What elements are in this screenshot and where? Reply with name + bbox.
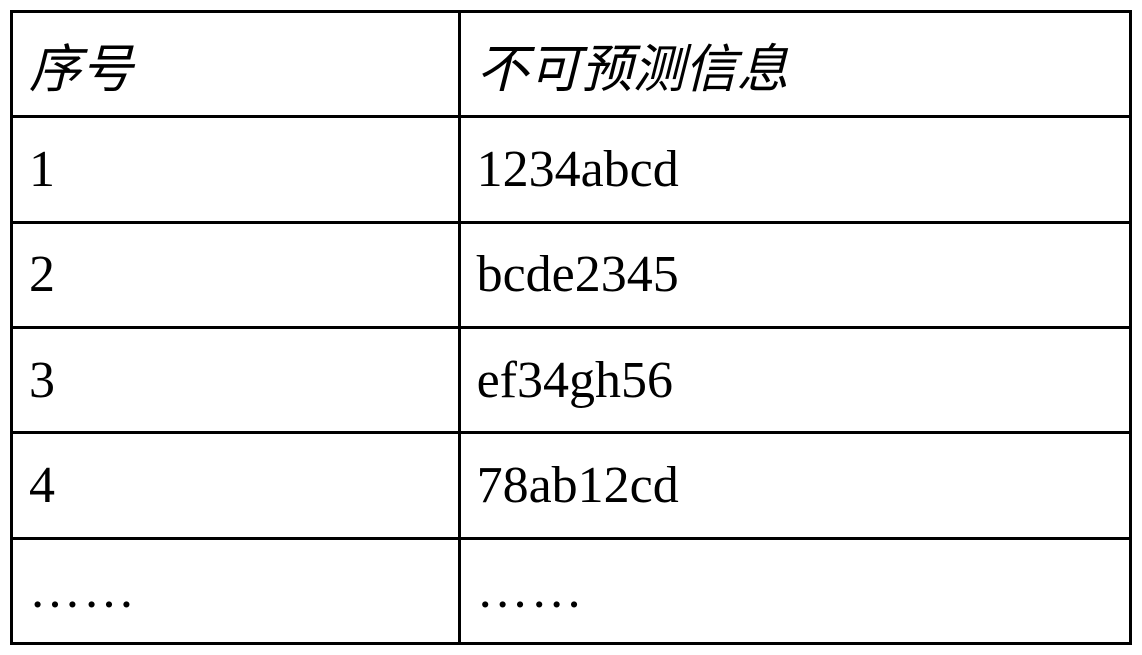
header-serial: 序号 [12,12,460,117]
cell-content: bcde2345 [459,222,1130,327]
table-row: …… …… [12,538,1131,643]
table-header-row: 序号 不可预测信息 [12,12,1131,117]
cell-content: 78ab12cd [459,433,1130,538]
cell-serial: 3 [12,327,460,432]
header-content: 不可预测信息 [459,12,1130,117]
cell-ellipsis: …… [12,538,460,643]
table-row: 4 78ab12cd [12,433,1131,538]
cell-ellipsis: …… [459,538,1130,643]
cell-content: 1234abcd [459,117,1130,222]
table-container: 序号 不可预测信息 1 1234abcd 2 bcde2345 3 ef34gh… [10,10,1132,645]
cell-content: ef34gh56 [459,327,1130,432]
cell-serial: 2 [12,222,460,327]
cell-serial: 4 [12,433,460,538]
data-table: 序号 不可预测信息 1 1234abcd 2 bcde2345 3 ef34gh… [10,10,1132,645]
table-row: 1 1234abcd [12,117,1131,222]
table-row: 3 ef34gh56 [12,327,1131,432]
table-row: 2 bcde2345 [12,222,1131,327]
cell-serial: 1 [12,117,460,222]
